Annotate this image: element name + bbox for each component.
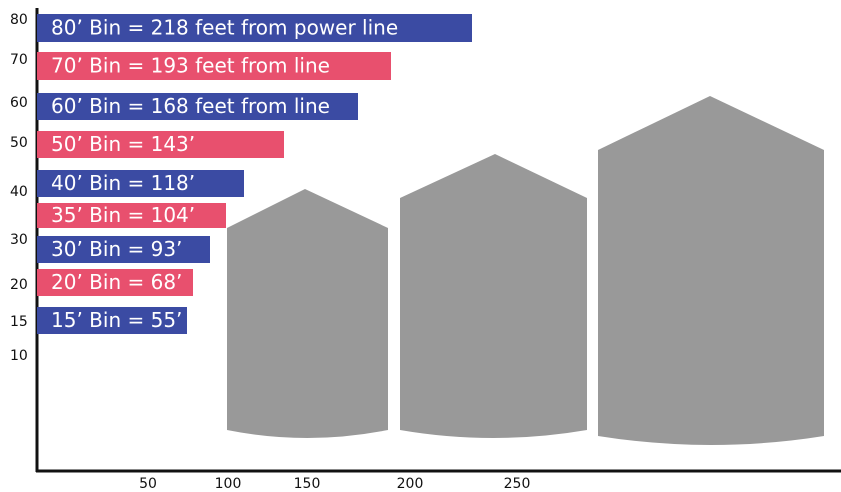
silo (227, 189, 388, 438)
bar-label: 40’ Bin = 118’ (51, 171, 195, 195)
bar (37, 236, 210, 263)
bar-label: 30’ Bin = 93’ (51, 237, 182, 261)
bar-label: 60’ Bin = 168 feet from line (51, 94, 330, 118)
y-label: 20 (10, 277, 28, 293)
x-label: 50 (139, 476, 157, 492)
bar (37, 52, 391, 80)
bar-label: 20’ Bin = 68’ (51, 270, 182, 294)
x-label: 150 (294, 476, 321, 492)
bar (37, 307, 187, 334)
silos (227, 96, 824, 445)
y-label: 50 (10, 135, 28, 151)
bar-label: 35’ Bin = 104’ (51, 203, 195, 227)
y-label: 80 (10, 12, 28, 28)
bar (37, 93, 358, 120)
y-label: 60 (10, 95, 28, 111)
bar-label: 70’ Bin = 193 feet from line (51, 54, 330, 78)
y-label: 30 (10, 232, 28, 248)
bar-label: 80’ Bin = 218 feet from power line (51, 16, 398, 40)
y-label: 40 (10, 184, 28, 200)
y-label: 15 (10, 314, 28, 330)
bar (37, 269, 193, 296)
silo (400, 154, 587, 438)
x-label: 250 (504, 476, 531, 492)
silo (598, 96, 824, 445)
bar (37, 131, 284, 158)
bar (37, 203, 226, 228)
y-label: 70 (10, 52, 28, 68)
x-label: 200 (397, 476, 424, 492)
bar (37, 14, 472, 42)
bar (37, 170, 244, 197)
bar-label: 15’ Bin = 55’ (51, 308, 182, 332)
y-label: 10 (10, 348, 28, 364)
bar-label: 50’ Bin = 143’ (51, 132, 195, 156)
x-label: 100 (215, 476, 242, 492)
